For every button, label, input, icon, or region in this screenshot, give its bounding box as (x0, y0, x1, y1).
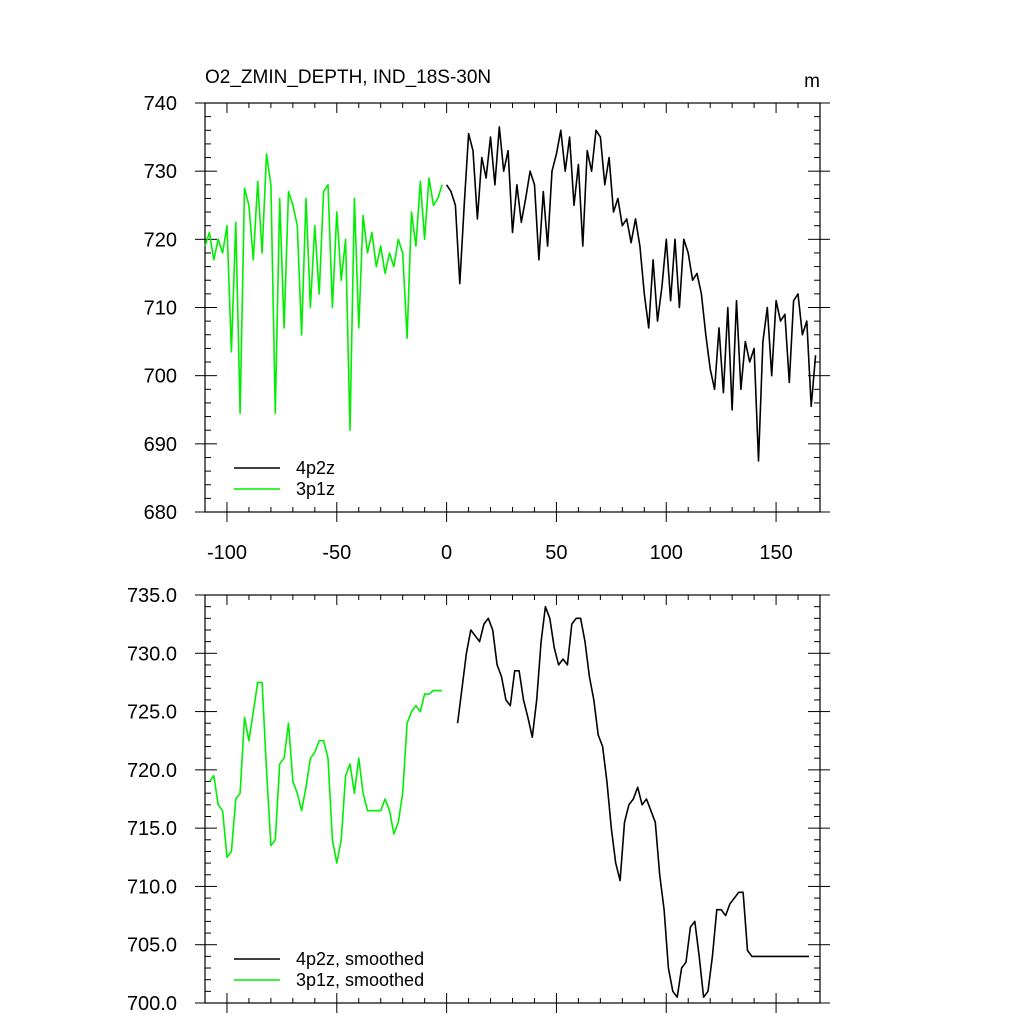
y-tick-label: 725.0 (127, 702, 177, 724)
y-tick-label: 720.0 (127, 760, 177, 782)
y-tick-label: 700.0 (127, 993, 177, 1015)
x-tick-label: 150 (759, 542, 792, 564)
y-tick-label: 710.0 (127, 876, 177, 898)
y-tick-label: 730 (144, 161, 177, 183)
y-tick-label: 730.0 (127, 643, 177, 665)
legend-label: 3p1z (296, 479, 335, 499)
y-tick-label: 715.0 (127, 818, 177, 840)
legend-label: 4p2z (296, 458, 335, 478)
series-line-0 (456, 605, 809, 999)
plot-frame (204, 594, 821, 1004)
bottom-panel: 700.0 705.0 710.0 715.0 720.0 725.0 730.0 735.0… (127, 585, 830, 1015)
series-line-1 (204, 153, 443, 432)
y-tick-label: 705.0 (127, 935, 177, 957)
y-tick-label: 700 (144, 366, 177, 388)
y-tick-label: 735.0 (127, 585, 177, 607)
y-tick-label: 680 (144, 502, 177, 524)
units-label: m (804, 71, 820, 92)
series-line-0 (445, 126, 817, 462)
x-tick-label: -50 (322, 542, 351, 564)
y-tick-label: 720 (144, 229, 177, 251)
legend-label: 3p1z, smoothed (296, 970, 424, 990)
y-tick-label: 740 (144, 93, 177, 115)
x-tick-label: 0 (441, 542, 452, 564)
chart-title: O2_ZMIN_DEPTH, IND_18S-30N (205, 67, 491, 88)
top-panel: -100 -50 0 50 100 150 680 690 700 710 720 730 740 O2_… (144, 67, 830, 564)
x-tick-label: -100 (207, 542, 247, 564)
y-tick-label: 690 (144, 434, 177, 456)
x-tick-label: 50 (545, 542, 567, 564)
series-line-1 (208, 681, 443, 864)
y-tick-label: 710 (144, 298, 177, 320)
legend-label: 4p2z, smoothed (296, 949, 424, 969)
x-tick-label: 100 (650, 542, 683, 564)
